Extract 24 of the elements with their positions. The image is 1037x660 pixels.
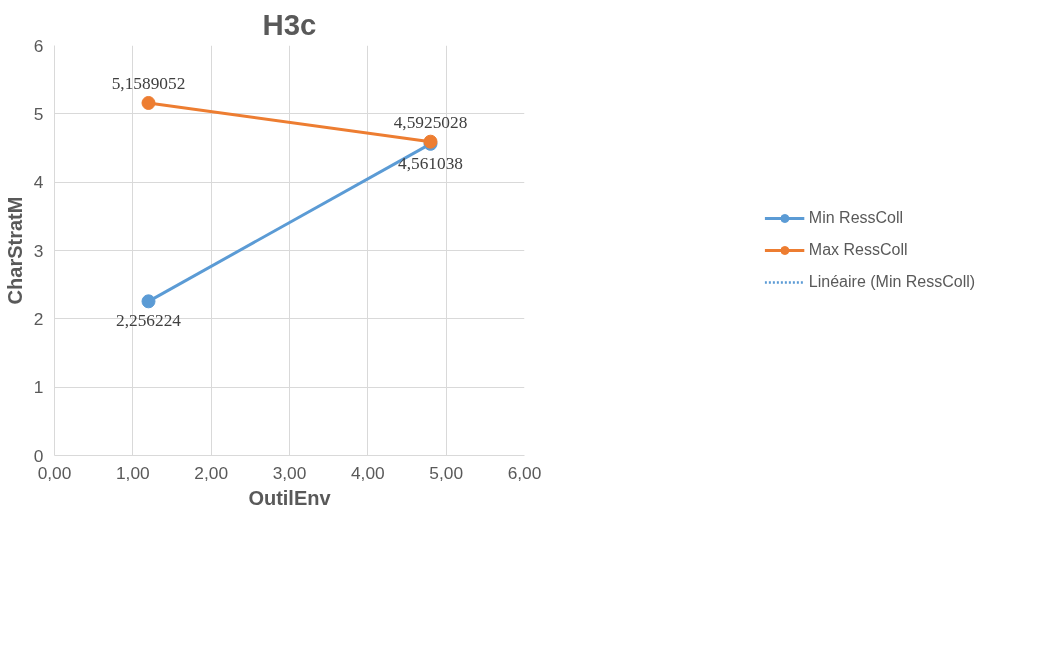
x-tick-label: 5,00 bbox=[429, 462, 464, 483]
data-label: 2,256224 bbox=[116, 311, 182, 331]
x-tick-label: 1,00 bbox=[115, 462, 150, 483]
legend-label: Linéaire (Min RessColl) bbox=[808, 273, 976, 291]
x-tick-label: 6,00 bbox=[507, 462, 542, 483]
y-tick-label: 3 bbox=[33, 240, 44, 261]
y-tick-label: 2 bbox=[33, 308, 44, 329]
x-axis-title: OutilEnv bbox=[248, 486, 332, 509]
y-tick-label: 4 bbox=[33, 172, 44, 193]
x-tick-label: 4,00 bbox=[350, 462, 385, 483]
point bbox=[141, 294, 156, 309]
y-tick-label: 5 bbox=[33, 103, 44, 124]
x-tick-label: 2,00 bbox=[194, 462, 229, 483]
x-tick-label: 3,00 bbox=[272, 462, 307, 483]
y-tick-label: 6 bbox=[33, 35, 44, 56]
chart-title: H3c bbox=[262, 7, 317, 41]
data-label: 4,561038 bbox=[398, 153, 463, 173]
y-axis-title: CharStratM bbox=[3, 196, 26, 305]
data-label: 4,5925028 bbox=[393, 112, 468, 132]
data-label: 5,1589052 bbox=[111, 73, 186, 93]
y-tick-label: 1 bbox=[33, 377, 44, 398]
point bbox=[141, 95, 156, 110]
legend-label: Min RessColl bbox=[808, 209, 904, 227]
legend-label: Max RessColl bbox=[808, 241, 908, 259]
